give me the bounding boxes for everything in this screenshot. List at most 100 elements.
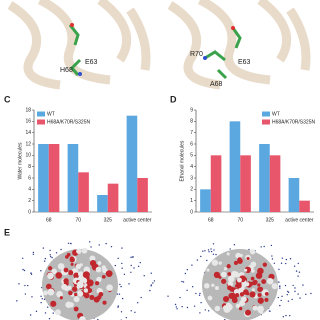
- surface-patch: [223, 267, 228, 271]
- solvent-dot: [27, 284, 29, 287]
- solvent-dot: [31, 296, 33, 298]
- x-tick-label: 325: [104, 217, 113, 223]
- y-axis-label: Ethanol molecules: [179, 140, 185, 181]
- solvent-dot: [143, 275, 145, 277]
- surface-patch: [89, 255, 96, 262]
- surface-patch: [75, 263, 81, 270]
- solvent-dot: [121, 262, 123, 265]
- surface-patch: [222, 295, 230, 303]
- protein-structure-left: [0, 0, 155, 90]
- solvent-dot: [182, 281, 185, 283]
- solvent-dot: [120, 285, 122, 288]
- surface-patch: [235, 303, 241, 309]
- y-tick-label: 8: [190, 119, 193, 125]
- solvent-dot: [52, 312, 54, 314]
- surface-patch: [220, 271, 227, 278]
- solvent-dot: [195, 292, 197, 295]
- solvent-dot: [191, 264, 193, 266]
- surface-patch: [47, 288, 55, 296]
- surface-patch: [70, 262, 74, 266]
- solvent-dot: [199, 312, 201, 314]
- surface-patch: [59, 265, 63, 270]
- bar: [299, 200, 310, 212]
- surface-patch: [101, 274, 106, 279]
- surface-patch: [76, 248, 82, 254]
- residue-label: A68: [210, 81, 223, 88]
- residue-label: R70: [190, 51, 203, 58]
- surface-patch: [237, 257, 242, 261]
- solvent-dot: [284, 284, 287, 287]
- solvent-dot: [286, 293, 288, 296]
- solvent-dot: [40, 295, 42, 297]
- surface-patch: [211, 259, 219, 266]
- surface-patch: [74, 292, 78, 297]
- surface-patch: [61, 283, 68, 290]
- surface-patch: [264, 297, 269, 302]
- solvent-dot: [90, 246, 92, 248]
- y-tick-label: 4: [190, 164, 193, 170]
- surface-patch: [51, 268, 57, 275]
- solvent-dot: [117, 306, 119, 308]
- surface-patch: [50, 300, 57, 307]
- legend-swatch: [262, 111, 270, 117]
- surface-patch: [45, 283, 52, 290]
- solvent-dot: [248, 248, 250, 251]
- y-axis-label: Water molecules: [17, 142, 23, 180]
- surface-patch: [79, 316, 86, 320]
- solvent-dot: [29, 314, 32, 316]
- surface-patch: [271, 283, 278, 290]
- solvent-dot: [289, 258, 292, 260]
- surface-patch: [239, 292, 245, 297]
- surface-patch: [106, 284, 113, 291]
- solvent-dot: [294, 287, 296, 289]
- solvent-dot: [310, 292, 312, 295]
- solvent-dot: [285, 258, 288, 261]
- surface-patch: [83, 292, 90, 299]
- solvent-dot: [282, 316, 285, 318]
- surface-patch: [243, 289, 249, 295]
- solvent-dot: [204, 250, 206, 252]
- bar: [67, 144, 79, 212]
- surface-patch: [249, 293, 254, 297]
- surface-patch: [250, 281, 254, 286]
- surface-patch: [55, 272, 63, 279]
- solvent-dot: [278, 268, 280, 271]
- solvent-dot: [117, 305, 119, 307]
- bar: [97, 195, 108, 212]
- surface-patch: [77, 290, 84, 297]
- solvent-dot: [40, 270, 42, 272]
- surface-patch: [68, 270, 74, 276]
- solvent-dot: [133, 267, 135, 269]
- solvent-dot: [125, 316, 128, 319]
- x-tick-label: 68: [46, 217, 52, 223]
- surface-patch: [250, 276, 255, 281]
- surface-patch: [257, 297, 264, 304]
- solvent-dot: [32, 251, 35, 254]
- solvent-dot: [184, 272, 187, 275]
- solvent-dot: [30, 272, 32, 274]
- solvent-dot: [116, 293, 119, 295]
- surface-patch: [73, 306, 79, 312]
- solvent-dot: [212, 243, 215, 245]
- legend-label: H68A/K70R/S325N: [272, 119, 315, 125]
- bar: [137, 178, 148, 212]
- surface-patch: [227, 275, 235, 283]
- solvent-dot: [130, 264, 132, 267]
- surface-patch: [95, 266, 102, 273]
- solvent-dot: [152, 282, 154, 284]
- solvent-dot: [150, 272, 152, 274]
- solvent-dot: [299, 297, 301, 299]
- bar: [269, 155, 281, 212]
- surface-patch: [227, 285, 232, 291]
- solvent-dot: [181, 280, 183, 283]
- x-tick-label: active center: [123, 217, 152, 223]
- surface-patch: [93, 296, 100, 303]
- surface-patch: [264, 292, 269, 296]
- surface-patch: [241, 281, 247, 288]
- solvent-dot: [136, 302, 139, 304]
- surface-patch: [214, 285, 219, 291]
- solvent-dot: [24, 284, 26, 287]
- solvent-dot: [273, 262, 276, 264]
- surface-patch: [206, 268, 210, 272]
- surface-patch: [221, 278, 227, 284]
